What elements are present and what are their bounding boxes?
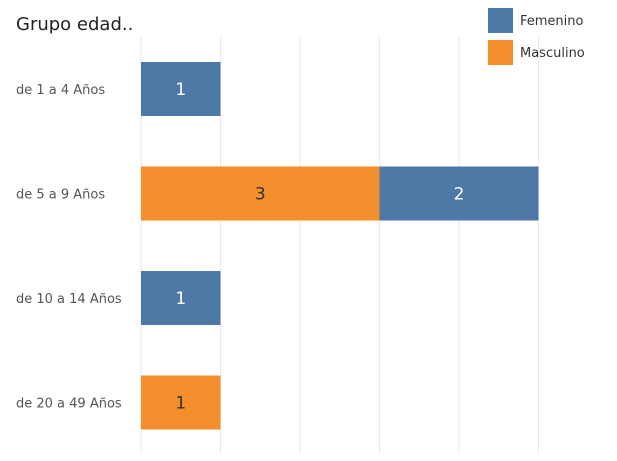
legend-label-masculino[interactable]: Masculino [520,46,585,61]
legend-swatch-femenino[interactable] [488,8,513,33]
bar-value-label: 1 [175,80,186,100]
bar-value-label: 2 [454,185,465,205]
category-label: de 1 a 4 Años [16,83,105,98]
bar-femenino[interactable] [141,62,221,116]
bar-value-label: 1 [175,394,186,414]
category-label: de 20 a 49 Años [16,397,122,412]
category-labels: de 1 a 4 Años de 5 a 9 Años de 10 a 14 Año… [16,83,122,412]
bar-femenino[interactable] [379,166,539,221]
legend[interactable]: Femenino Masculino [488,8,585,65]
category-label: de 10 a 14 Años [16,292,122,307]
bar-value-label: 3 [255,185,266,205]
row-header: Grupo edad.. [16,14,133,35]
bar-masculino[interactable] [141,166,380,221]
category-label: de 5 a 9 Años [16,188,105,203]
bars-group: 1 3 2 1 1 [141,62,539,430]
legend-swatch-masculino[interactable] [488,40,513,65]
legend-label-femenino[interactable]: Femenino [520,14,584,29]
bar-value-label: 1 [175,289,186,309]
bar-masculino[interactable] [141,375,221,430]
bar-femenino[interactable] [141,271,221,325]
